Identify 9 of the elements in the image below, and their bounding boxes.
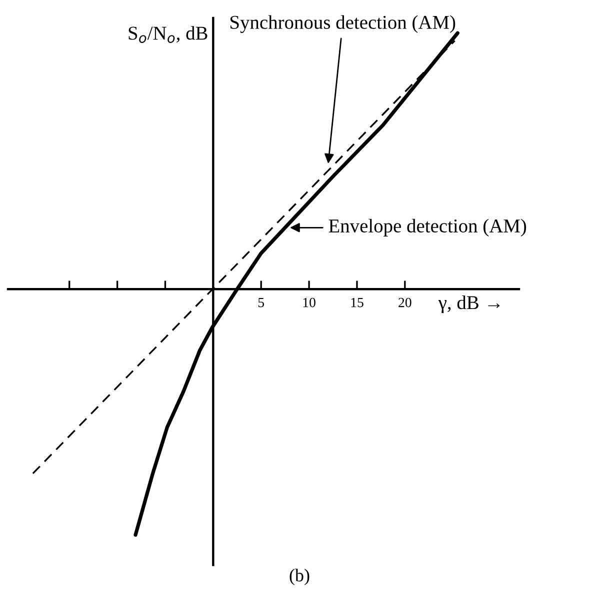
annotation: Synchronous detection (AM) (230, 15, 456, 33)
x-tick-label: 5 (258, 298, 264, 308)
x-tick-label: 20 (398, 298, 412, 308)
annotation: Envelope detection (AM) (328, 218, 526, 236)
x-tick-label: 10 (303, 298, 316, 308)
x-axis-title: γ, dB → (438, 295, 500, 314)
text: (b) (290, 568, 310, 586)
x-tick-label: 15 (351, 298, 364, 308)
y-axis-title: S$_{o}$/N$_{o}$, dB (128, 26, 208, 43)
